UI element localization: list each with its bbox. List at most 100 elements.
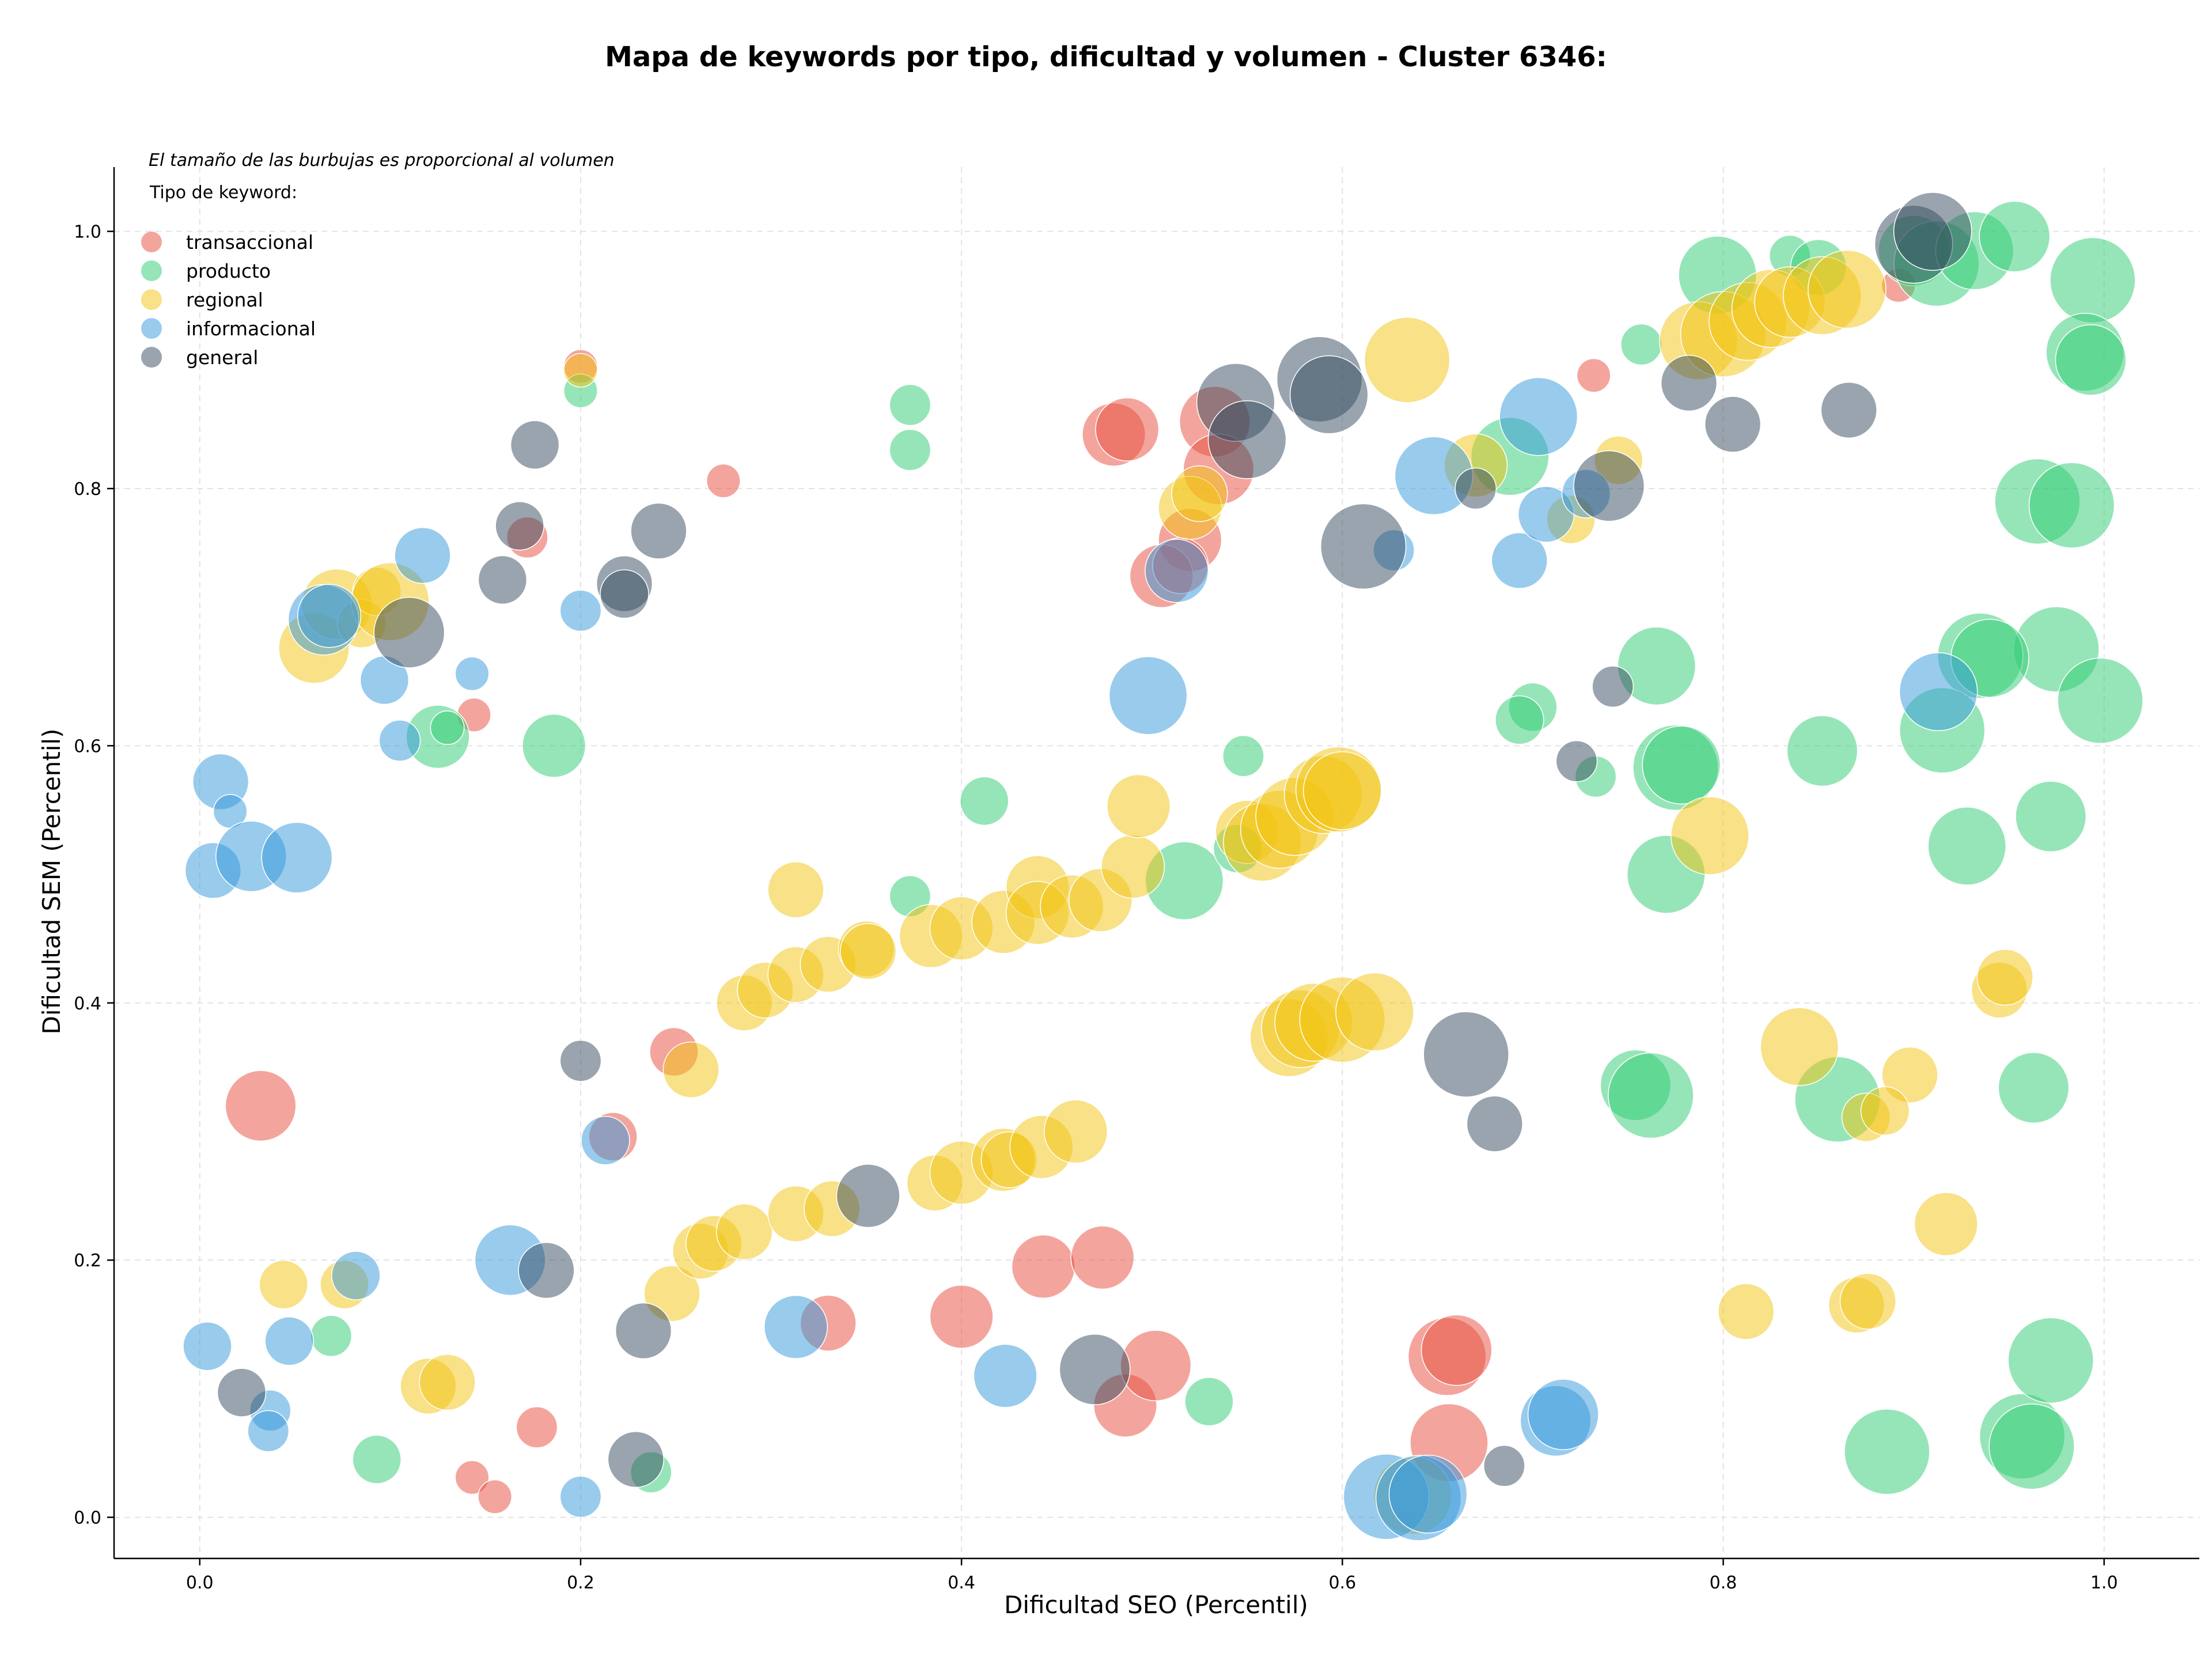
legend-item-general: general (141, 346, 258, 369)
bubble-general (1704, 396, 1762, 453)
y-tick-label: 1.0 (74, 222, 101, 243)
bubble-transaccional (225, 1070, 297, 1142)
bubble-producto (1642, 725, 1721, 805)
bubble-general (1820, 381, 1877, 438)
bubble-producto (2008, 1317, 2094, 1404)
bubble-general (1483, 1444, 1525, 1487)
x-tick-label: 1.0 (2090, 1573, 2118, 1593)
series-regional (259, 249, 2033, 1535)
bubble-informacional (559, 589, 602, 632)
bubble-producto (1988, 1403, 2075, 1490)
bubble-producto (1620, 323, 1662, 366)
bubble-regional (1363, 317, 1450, 403)
bubble-regional (1101, 834, 1165, 899)
bubble-general (600, 569, 649, 619)
bubble-informacional (183, 1321, 232, 1371)
bubble-general (1207, 400, 1287, 479)
bubble-transaccional (516, 1406, 558, 1448)
bubble-general (1573, 450, 1645, 522)
bubble-regional (1860, 1086, 1910, 1136)
legend-item-producto: producto (141, 260, 271, 282)
bubble-transaccional (1120, 1330, 1192, 1402)
legend-marker (141, 318, 162, 339)
bubble-general (1893, 192, 1972, 271)
bubble-informacional (1499, 377, 1578, 456)
chart-title: Mapa de keywords por tipo, dificultad y … (605, 41, 1607, 73)
bubble-informacional (1388, 1455, 1468, 1534)
bubble-transaccional (1070, 1225, 1135, 1290)
bubble-producto (1222, 735, 1264, 777)
bubble-producto (1927, 807, 2007, 886)
y-tick-label: 0.0 (74, 1508, 101, 1528)
bubble-general (1555, 740, 1598, 782)
bubble-general (217, 1368, 267, 1417)
bubble-regional (1839, 1273, 1896, 1330)
bubble-regional (1171, 465, 1228, 523)
y-tick-label: 0.8 (74, 479, 101, 500)
bubble-regional (1302, 751, 1382, 830)
bubble-general (518, 1242, 575, 1299)
bubble-general (1320, 503, 1407, 590)
legend-title: Tipo de keyword: (149, 183, 297, 203)
bubble-regional (716, 1203, 773, 1261)
bubble-informacional (1527, 1379, 1599, 1450)
x-tick-label: 0.8 (1710, 1573, 1737, 1593)
bubble-general (1289, 355, 1369, 434)
bubble-informacional (261, 822, 333, 894)
bubble-producto (310, 1315, 353, 1357)
bubble-general (1466, 1095, 1523, 1152)
bubble-general (495, 501, 544, 551)
bubble-informacional (581, 1115, 630, 1166)
bubble-producto (1495, 695, 1544, 745)
bubble-informacional (331, 1251, 381, 1300)
bubble-transaccional (1011, 1234, 1075, 1299)
bubble-transaccional (929, 1284, 994, 1349)
bubble-general (478, 555, 528, 605)
bubble-informacional (264, 1316, 314, 1366)
bubble-general (1423, 1011, 1509, 1098)
x-tick-label: 0.4 (948, 1573, 975, 1593)
bubble-general (836, 1164, 900, 1228)
bubble-producto (2028, 462, 2115, 548)
legend-marker (141, 289, 162, 310)
bubble-producto (1617, 626, 1696, 706)
bubble-general (615, 1302, 672, 1360)
bubble-informacional (1491, 532, 1548, 589)
bubble-informacional (1899, 652, 1978, 731)
bubble-regional (259, 1259, 308, 1310)
bubble-regional (662, 1041, 719, 1098)
bubble-informacional (394, 527, 451, 584)
bubble-informacional (1145, 539, 1209, 603)
bubble-layer (183, 192, 2143, 1541)
bubble-producto (2055, 324, 2127, 396)
bubble-regional (1718, 1283, 1775, 1340)
series-informacional (183, 377, 1978, 1541)
bubble-regional (1976, 948, 2033, 1006)
x-tick-label: 0.0 (186, 1573, 214, 1593)
bubble-producto (960, 776, 1009, 826)
bubble-general (630, 502, 687, 559)
x-axis-label: Dificultad SEO (Percentil) (1004, 1591, 1308, 1619)
bubble-informacional (378, 720, 421, 762)
bubble-regional (1671, 796, 1749, 875)
legend-item-informacional: informacional (141, 317, 316, 340)
bubble-size-note: El tamaño de las burbujas es proporciona… (149, 150, 615, 171)
bubble-informacional (454, 656, 490, 691)
legend-label: transaccional (186, 231, 313, 253)
bubble-informacional (247, 1410, 290, 1452)
bubble-producto (2015, 781, 2087, 853)
bubble-producto (1844, 1408, 1930, 1495)
legend-label: producto (186, 260, 271, 282)
series-general (217, 192, 1972, 1488)
bubble-general (1660, 354, 1718, 412)
legend-label: general (186, 346, 258, 369)
bubble-producto (1608, 1052, 1694, 1139)
legend-item-regional: regional (141, 289, 263, 311)
bubble-informacional (763, 1295, 828, 1359)
bubble-producto (1786, 715, 1858, 787)
legend-marker (141, 347, 162, 368)
bubble-informacional (973, 1344, 1037, 1408)
bubble-general (559, 1039, 602, 1082)
bubble-regional (1808, 249, 1887, 329)
bubble-producto (1998, 1052, 2070, 1124)
